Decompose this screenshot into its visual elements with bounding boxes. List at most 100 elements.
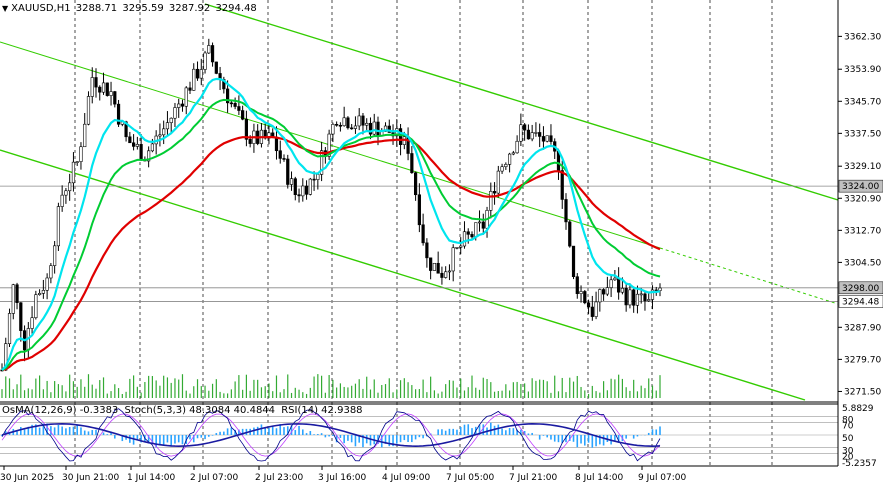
candle-body (530, 132, 534, 140)
candle-body (7, 313, 12, 344)
osma-label: OsMA(12,26,9) -0.3383 (2, 405, 119, 416)
candle-body (60, 194, 64, 207)
candle-body (109, 91, 113, 96)
candle-body (214, 61, 218, 74)
candle-body (335, 124, 339, 126)
candle-body (658, 287, 662, 291)
candle-body (207, 45, 211, 54)
candle-body (639, 293, 643, 296)
candle-body (346, 117, 350, 129)
y-tick-label: 3362.30 (844, 32, 881, 42)
candle-body (147, 150, 151, 162)
x-tick-label: 4 Jul 09:00 (382, 473, 431, 483)
candle-body (301, 185, 305, 197)
candle-body (30, 317, 34, 329)
candle-body (319, 150, 324, 175)
symbol-label: XAUUSD,H1 (11, 3, 71, 14)
candle-body (162, 128, 166, 136)
candle-body (504, 164, 508, 168)
price-tag-box (838, 295, 883, 308)
candle-body (357, 115, 361, 127)
symbol-header: ▼ XAUUSD,H1 3288.71 3295.59 3287.92 3294.… (2, 3, 259, 14)
indicator-tick-label: 20 (842, 453, 854, 463)
candle-body (199, 69, 203, 79)
candle-body (94, 77, 98, 88)
candle-body (549, 135, 553, 142)
candle-body (188, 87, 192, 91)
indicator-tick-label: 50 (842, 434, 854, 444)
candle-body (451, 247, 455, 272)
candle-body (628, 289, 632, 306)
price-tag-label: 3294.48 (842, 298, 879, 308)
stoch-label: Stoch(5,3,3) 48.3084 40.4844 (124, 405, 276, 416)
candle-body (289, 178, 294, 185)
y-tick-label: 3345.70 (844, 97, 881, 107)
candle-body (481, 221, 485, 229)
candle-body (515, 140, 519, 154)
candle-body (19, 302, 23, 331)
price-tags: 3324.00 3298.00 3294.48 (838, 179, 883, 308)
candle-body (274, 136, 279, 152)
candle-body (90, 77, 94, 97)
ema-fast-line (1, 77, 661, 371)
y-tick-label: 3271.50 (844, 387, 881, 397)
candle-body (64, 190, 68, 196)
trend-channel (0, 3, 839, 401)
candle-body (244, 118, 249, 140)
candle-body (470, 234, 474, 238)
candle-body (455, 247, 459, 249)
candle-body (177, 103, 181, 108)
candle-body (203, 52, 207, 70)
candle-body (75, 161, 79, 163)
candle-body (489, 191, 493, 211)
x-tick-label: 30 Jun 21:00 (62, 473, 119, 483)
y-tick-label: 3287.90 (844, 323, 881, 333)
close-price: 3294.48 (215, 3, 257, 14)
candle-body (635, 293, 640, 306)
candle-body (286, 158, 290, 185)
x-tick-label: 2 Jul 07:00 (190, 473, 239, 483)
candle-body (233, 102, 237, 107)
candle-body (575, 276, 579, 294)
candle-body (237, 106, 241, 111)
candle-body (425, 242, 429, 259)
candle-body (477, 221, 482, 224)
candle-body (568, 221, 572, 247)
candle-body (474, 222, 478, 238)
x-tick-label: 7 Jul 21:00 (509, 473, 558, 483)
candle-body (447, 270, 452, 273)
candle-body (598, 289, 602, 303)
candle-body (605, 287, 609, 295)
candle-body (165, 122, 170, 130)
indicator-tick-label: 30 (842, 446, 854, 456)
candle-body (86, 96, 91, 125)
dropdown-arrow-icon[interactable]: ▼ (2, 4, 9, 13)
candle-body (492, 191, 497, 194)
y-tick-label: 3353.90 (844, 65, 881, 75)
candle-body (124, 121, 128, 138)
candle-body (500, 166, 504, 172)
candle-body (150, 143, 155, 152)
candle-body (444, 271, 448, 278)
indicator-tick-label: 70 (842, 422, 854, 432)
candlesticks (0, 38, 662, 372)
price-tag-box (838, 281, 883, 295)
candle-body (579, 291, 583, 294)
price-tag-box (838, 179, 883, 193)
channel-upper-line (204, 3, 839, 201)
ema-slow-line (1, 136, 661, 372)
price-tag-label: 3324.00 (842, 182, 879, 192)
volume-bars (1, 374, 661, 398)
candle-body (534, 132, 538, 134)
candle-body (617, 277, 621, 293)
candle-body (376, 121, 380, 137)
candle-body (180, 103, 185, 107)
candle-body (158, 134, 162, 137)
candle-body (523, 124, 527, 131)
candle-body (71, 161, 76, 184)
candle-body (101, 82, 106, 93)
candle-body (37, 293, 42, 296)
candle-body (372, 121, 376, 135)
